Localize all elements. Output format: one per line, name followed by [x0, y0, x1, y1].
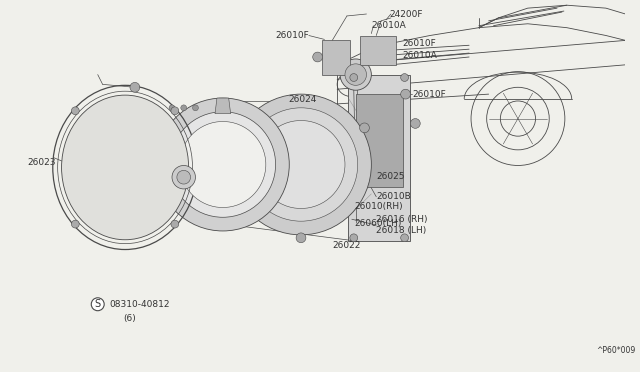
Polygon shape — [348, 75, 410, 241]
Text: 26060(LH): 26060(LH) — [355, 219, 402, 228]
Text: 26010F: 26010F — [275, 31, 309, 40]
Polygon shape — [356, 94, 403, 187]
Text: 24200F: 24200F — [389, 10, 422, 19]
Circle shape — [156, 98, 289, 231]
Circle shape — [232, 123, 243, 133]
Circle shape — [350, 74, 358, 81]
Text: 26016 (RH): 26016 (RH) — [376, 215, 428, 224]
Text: 26010F: 26010F — [412, 90, 446, 99]
Text: 26022: 26022 — [332, 241, 361, 250]
Text: S: S — [95, 299, 100, 309]
Circle shape — [360, 123, 369, 133]
Circle shape — [72, 107, 79, 115]
Circle shape — [257, 121, 345, 208]
Polygon shape — [360, 35, 396, 65]
Text: 26010F: 26010F — [403, 39, 436, 48]
Circle shape — [340, 59, 371, 90]
Circle shape — [169, 105, 175, 111]
Circle shape — [180, 105, 187, 111]
Polygon shape — [215, 98, 230, 114]
Circle shape — [230, 94, 371, 235]
Circle shape — [401, 234, 408, 242]
Text: 26025: 26025 — [376, 172, 404, 181]
Circle shape — [345, 64, 367, 85]
Circle shape — [72, 220, 79, 228]
Circle shape — [171, 107, 179, 115]
Text: 26010A: 26010A — [403, 51, 437, 60]
Text: 08310-40812: 08310-40812 — [109, 300, 170, 309]
Circle shape — [130, 83, 140, 92]
Text: 26010A: 26010A — [371, 21, 406, 30]
Circle shape — [313, 52, 323, 62]
Text: (6): (6) — [123, 314, 136, 323]
Circle shape — [244, 108, 358, 221]
Text: 26029: 26029 — [171, 137, 200, 145]
Text: 26012Q: 26012Q — [152, 121, 187, 130]
Text: 26023: 26023 — [28, 158, 56, 167]
Circle shape — [193, 105, 198, 111]
Text: 26024: 26024 — [288, 94, 317, 103]
Text: 26018 (LH): 26018 (LH) — [376, 227, 426, 235]
Polygon shape — [323, 41, 350, 75]
Circle shape — [170, 112, 276, 217]
Circle shape — [172, 166, 195, 189]
Circle shape — [296, 233, 306, 243]
Circle shape — [180, 122, 266, 208]
Circle shape — [350, 234, 358, 242]
Circle shape — [177, 170, 191, 184]
Text: 26010(RH): 26010(RH) — [355, 202, 403, 211]
Circle shape — [401, 89, 410, 99]
Text: ^P60*009: ^P60*009 — [596, 346, 636, 355]
Circle shape — [401, 74, 408, 81]
Circle shape — [410, 119, 420, 128]
Ellipse shape — [61, 95, 189, 240]
Text: 26010B: 26010B — [376, 192, 411, 201]
Circle shape — [171, 220, 179, 228]
